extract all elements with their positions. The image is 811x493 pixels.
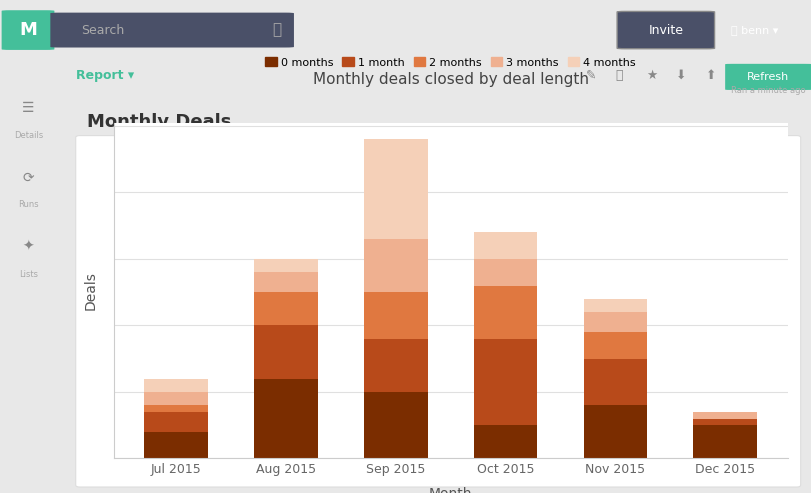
Bar	[473, 339, 537, 425]
Bar	[693, 419, 756, 425]
Bar	[363, 139, 427, 239]
Bar	[473, 259, 537, 285]
Bar	[693, 412, 756, 419]
Bar	[363, 339, 427, 392]
Text: ✎: ✎	[585, 69, 595, 82]
Text: ★: ★	[645, 69, 656, 82]
Text: ⧉: ⧉	[615, 69, 622, 82]
Text: ☰: ☰	[22, 101, 35, 115]
Text: Search: Search	[81, 24, 124, 36]
Legend: 0 months, 1 month, 2 months, 3 months, 4 months: 0 months, 1 month, 2 months, 3 months, 4…	[263, 55, 637, 70]
Y-axis label: Deals: Deals	[84, 272, 97, 310]
Bar	[144, 412, 208, 432]
FancyBboxPatch shape	[2, 10, 54, 50]
Title: Monthly deals closed by deal length: Monthly deals closed by deal length	[312, 72, 588, 87]
Bar	[473, 285, 537, 339]
Bar	[693, 425, 756, 458]
Text: ⟳: ⟳	[23, 171, 34, 184]
Bar	[583, 299, 646, 312]
Text: Monthly Deals: Monthly Deals	[87, 112, 231, 131]
FancyBboxPatch shape	[50, 13, 294, 47]
Bar	[363, 239, 427, 292]
FancyBboxPatch shape	[75, 136, 800, 487]
Bar	[254, 325, 317, 379]
Bar	[254, 259, 317, 272]
Bar	[583, 312, 646, 332]
Bar	[583, 405, 646, 458]
Bar	[144, 379, 208, 392]
X-axis label: Month: Month	[428, 488, 472, 493]
Text: ⬇: ⬇	[676, 69, 686, 82]
Text: Refresh: Refresh	[746, 72, 788, 82]
Text: M: M	[19, 21, 37, 39]
Text: Lists: Lists	[19, 270, 38, 279]
Bar	[583, 359, 646, 405]
Bar	[144, 432, 208, 458]
Bar	[254, 292, 317, 325]
Text: ⬆: ⬆	[706, 69, 716, 82]
Bar	[363, 392, 427, 458]
Text: Details: Details	[14, 131, 43, 140]
Text: ✦: ✦	[23, 240, 34, 253]
Bar	[144, 405, 208, 412]
Text: Ran a minute ago: Ran a minute ago	[730, 86, 805, 96]
Bar	[144, 392, 208, 405]
Bar	[473, 425, 537, 458]
Bar	[473, 232, 537, 259]
Text: ⌕: ⌕	[272, 23, 281, 37]
FancyBboxPatch shape	[616, 11, 714, 49]
Bar	[254, 272, 317, 292]
Text: Invite: Invite	[647, 24, 683, 36]
Bar	[363, 292, 427, 339]
Text: Report ▾: Report ▾	[75, 69, 134, 82]
Bar	[254, 379, 317, 458]
Text: Runs: Runs	[18, 200, 39, 210]
Text: 👤 benn ▾: 👤 benn ▾	[730, 25, 777, 35]
FancyBboxPatch shape	[724, 64, 811, 90]
Bar	[583, 332, 646, 359]
